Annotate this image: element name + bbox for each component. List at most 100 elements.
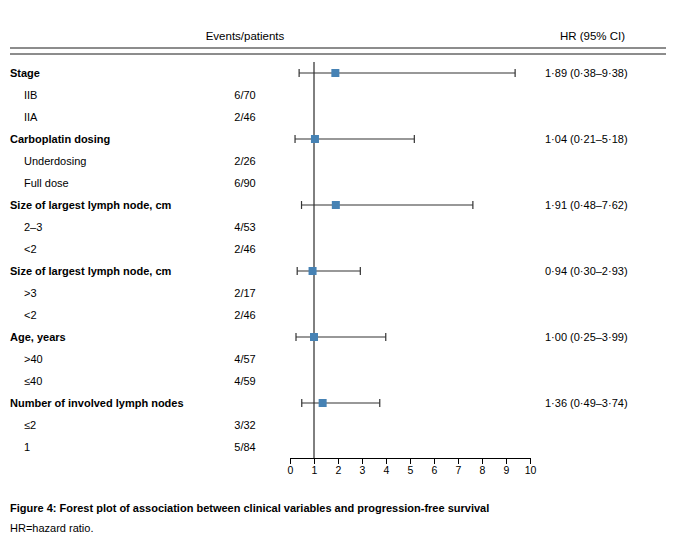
- events-label: 4/53: [234, 221, 255, 233]
- tick: 6: [432, 458, 438, 476]
- header-rule: [10, 54, 666, 55]
- tick-label: 2: [336, 464, 342, 476]
- tick-mark: [482, 458, 483, 464]
- ci-cap: [295, 333, 296, 341]
- tick-label: 4: [384, 464, 390, 476]
- tick-mark: [386, 458, 387, 464]
- tick: 1: [312, 458, 318, 476]
- row-label: Stage: [10, 67, 40, 79]
- point-estimate: [332, 201, 340, 209]
- reference-line: [314, 62, 315, 458]
- tick-label: 8: [480, 464, 486, 476]
- tick: 4: [384, 458, 390, 476]
- events-label: 2/46: [234, 243, 255, 255]
- tick-label: 0: [288, 464, 294, 476]
- events-label: 4/57: [234, 353, 255, 365]
- tick-mark: [410, 458, 411, 464]
- point-estimate: [319, 399, 327, 407]
- row-label: IIA: [24, 111, 38, 123]
- row-label: <2: [24, 309, 37, 321]
- ci-cap: [299, 69, 300, 77]
- row-label: Number of involved lymph nodes: [10, 397, 184, 409]
- events-label: 6/70: [234, 89, 255, 101]
- ci-line: [297, 270, 360, 271]
- tick-label: 9: [504, 464, 510, 476]
- row-label: ≤2: [24, 419, 36, 431]
- row-label: Size of largest lymph node, cm: [10, 199, 172, 211]
- annotation: HR=hazard ratio.: [10, 522, 93, 534]
- tick: 7: [456, 458, 462, 476]
- events-label: 2/46: [234, 111, 255, 123]
- row-label: 2–3: [24, 221, 42, 233]
- row-label: Full dose: [24, 177, 69, 189]
- tick-mark: [290, 458, 291, 464]
- column-header: Events/patients: [206, 30, 285, 42]
- header-rule: [10, 48, 666, 49]
- ci-cap: [472, 201, 473, 209]
- tick-label: 3: [360, 464, 366, 476]
- ci-cap: [301, 201, 302, 209]
- chart: Events/patients HR (95% CI) Stage 1·89 (0·3…: [0, 0, 676, 552]
- point-estimate: [331, 69, 339, 77]
- x-axis: 0 1 2 3 4 5 6 7 8 9 10: [288, 458, 537, 476]
- ci-line: [302, 204, 473, 205]
- column-header: HR (95% CI): [560, 30, 625, 42]
- ci-cap: [297, 267, 298, 275]
- tick-mark: [506, 458, 507, 464]
- axis-line: [291, 459, 531, 465]
- tick-label: 7: [456, 464, 462, 476]
- row-label: Age, years: [10, 331, 66, 343]
- ci-cap: [294, 135, 295, 143]
- ci-cap: [379, 399, 380, 407]
- row-label: Size of largest lymph node, cm: [10, 265, 172, 277]
- tick-mark: [458, 458, 459, 464]
- point-estimate: [311, 135, 319, 143]
- ci-line: [296, 336, 386, 337]
- row-label: IIB: [24, 89, 37, 101]
- ci-cap: [515, 69, 516, 77]
- events-label: 6/90: [234, 177, 255, 189]
- row-label: 1: [24, 441, 30, 453]
- data-label: 1·04 (0·21–5·18): [545, 133, 628, 145]
- tick: 10: [525, 458, 537, 476]
- plot-area: [295, 62, 515, 458]
- tick-label: 10: [525, 464, 537, 476]
- ci-cap: [414, 135, 415, 143]
- tick: 0: [288, 458, 294, 476]
- row-label: Underdosing: [24, 155, 86, 167]
- data-label: 1·36 (0·49–3·74): [545, 397, 628, 409]
- data-label: 1·89 (0·38–9·38): [545, 67, 628, 79]
- tick: 3: [360, 458, 366, 476]
- title: Figure 4: Forest plot of association bet…: [10, 502, 489, 514]
- events-label: 5/84: [234, 441, 255, 453]
- data-label: 1·00 (0·25–3·99): [545, 331, 628, 343]
- point-estimate: [309, 267, 317, 275]
- tick-label: 1: [312, 464, 318, 476]
- tick-mark: [362, 458, 363, 464]
- ci-line: [302, 402, 380, 403]
- ci-cap: [385, 333, 386, 341]
- tick-mark: [530, 458, 531, 464]
- row-label: Carboplatin dosing: [10, 133, 110, 145]
- tick-label: 5: [408, 464, 414, 476]
- tick: 9: [504, 458, 510, 476]
- row-label: <2: [24, 243, 37, 255]
- tick-mark: [434, 458, 435, 464]
- ci-cap: [360, 267, 361, 275]
- data-label: 1·91 (0·48–7·62): [545, 199, 628, 211]
- tick-mark: [338, 458, 339, 464]
- row-label: >3: [24, 287, 37, 299]
- events-label: 2/17: [234, 287, 255, 299]
- tick: 2: [336, 458, 342, 476]
- events-label: 2/26: [234, 155, 255, 167]
- tick-mark: [314, 458, 315, 464]
- events-label: 4/59: [234, 375, 255, 387]
- events-label: 2/46: [234, 309, 255, 321]
- tick: 8: [480, 458, 486, 476]
- tick-label: 6: [432, 464, 438, 476]
- row-label: >40: [24, 353, 43, 365]
- events-label: 3/32: [234, 419, 255, 431]
- data-label: 0·94 (0·30–2·93): [545, 265, 628, 277]
- point-estimate: [310, 333, 318, 341]
- tick: 5: [408, 458, 414, 476]
